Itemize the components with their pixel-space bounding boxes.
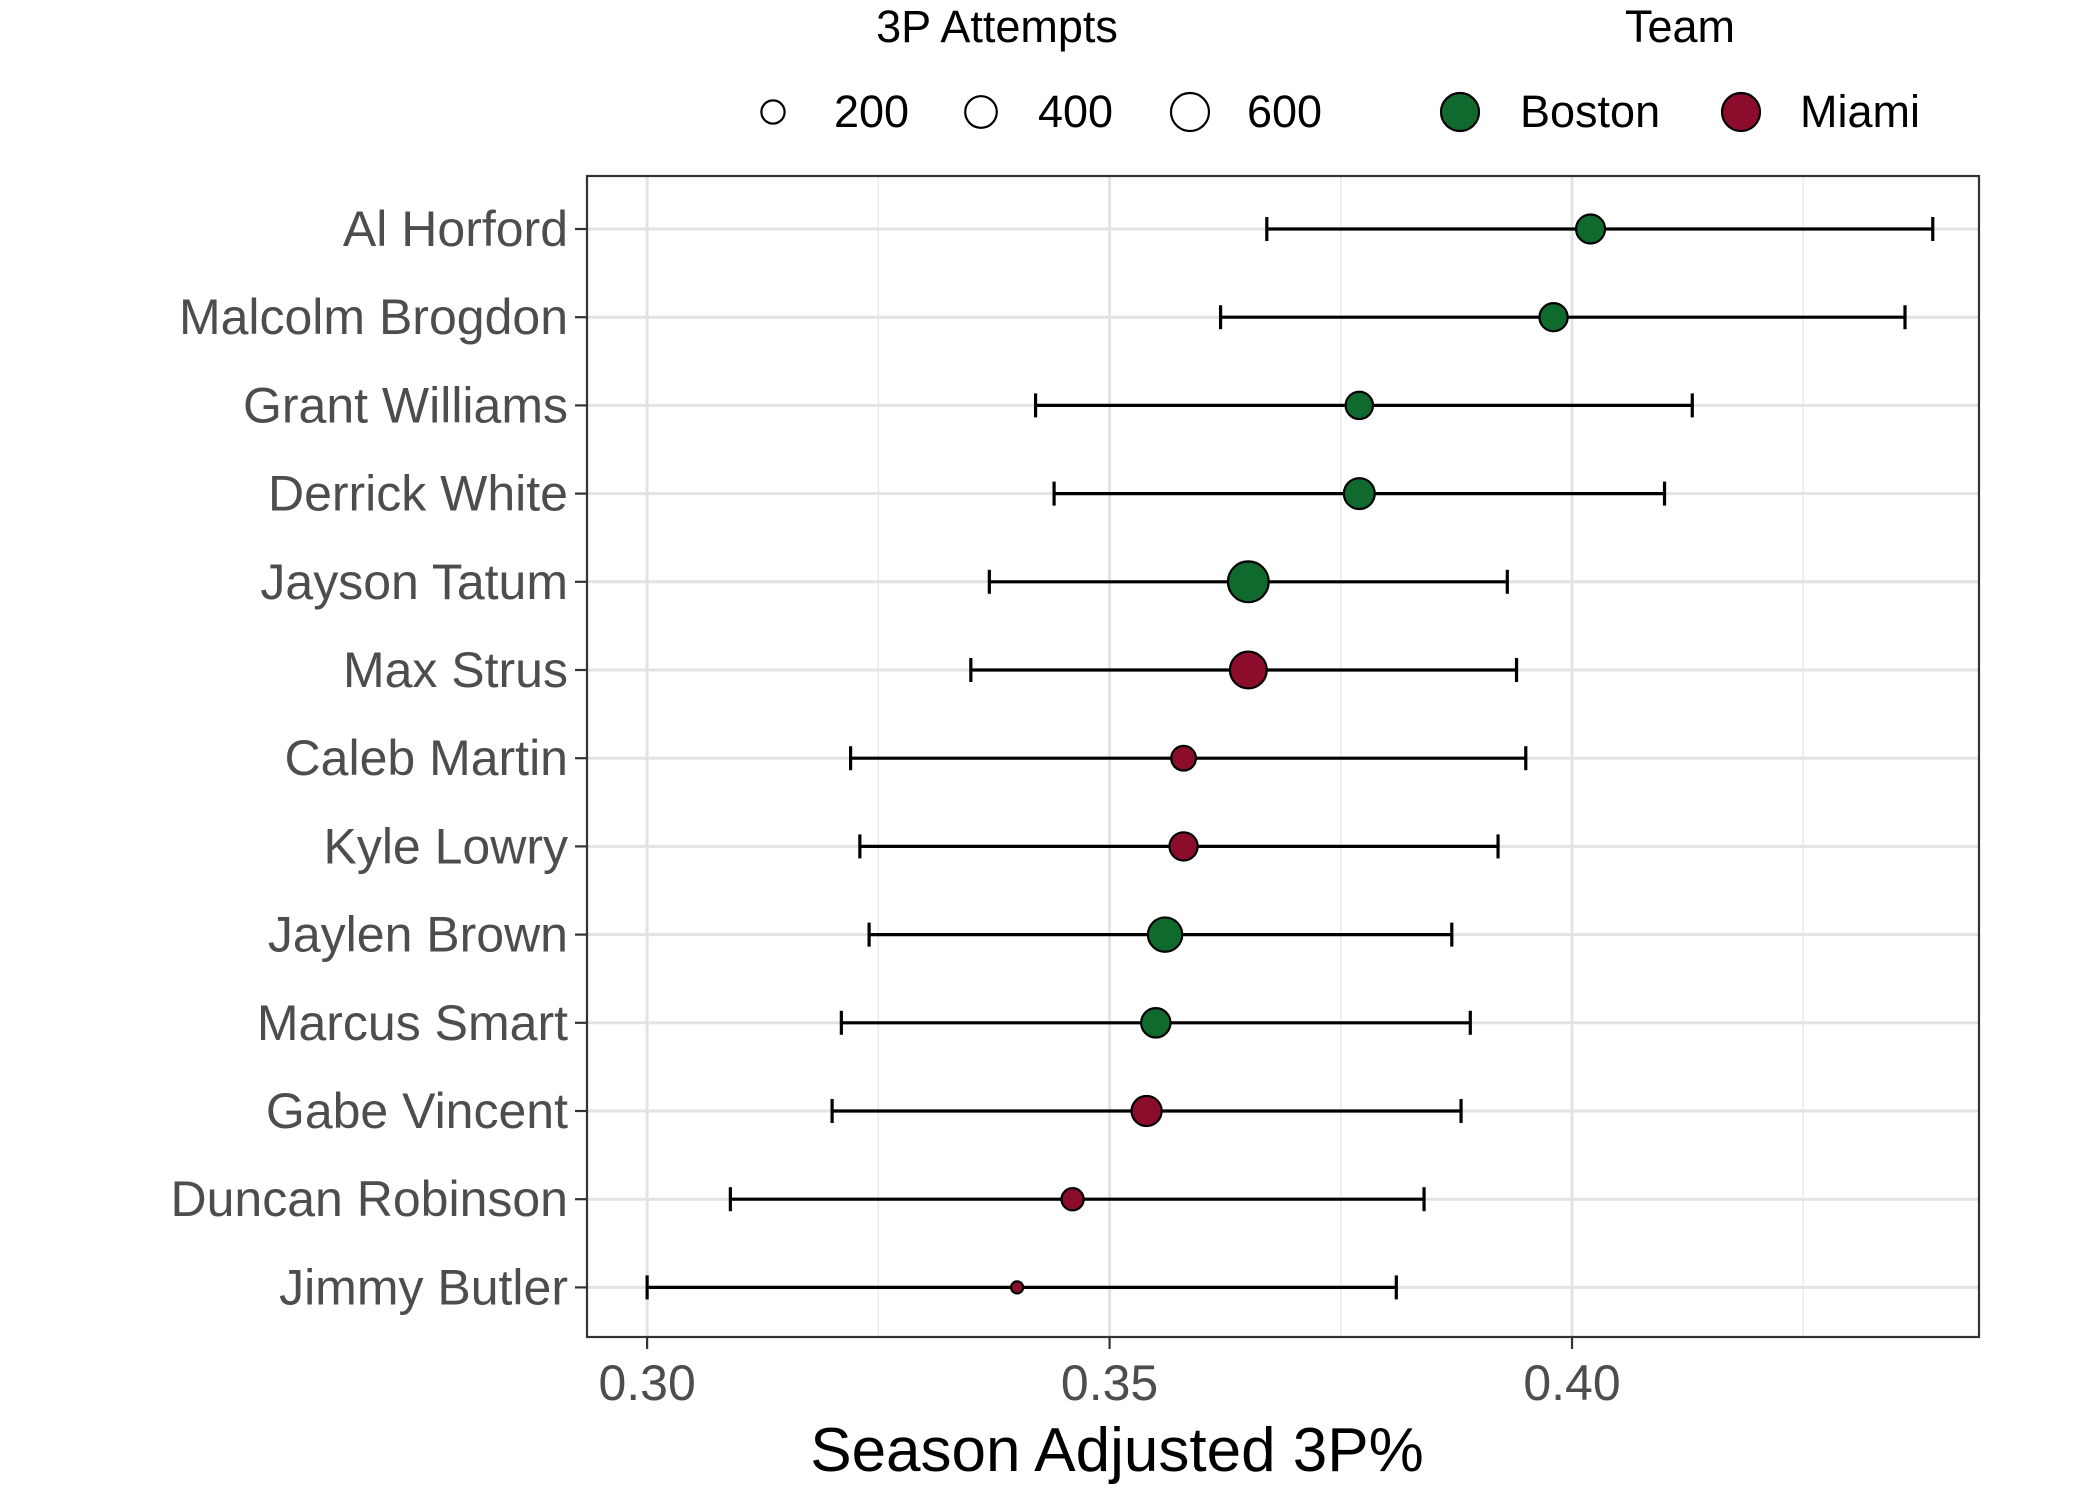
size-legend-key <box>964 95 998 129</box>
player-label: Jaylen Brown <box>268 907 568 963</box>
size-legend: 200 400 600 <box>760 86 1322 137</box>
data-point <box>1228 650 1268 690</box>
legend: 3P Attempts 200 400 600 Team Boston Miami <box>760 1 1920 137</box>
player-label: Max Strus <box>343 642 568 698</box>
player-label: Kyle Lowry <box>323 818 568 874</box>
player-label: Grant Williams <box>243 377 568 433</box>
data-point <box>1574 213 1607 245</box>
data-point <box>1342 477 1376 511</box>
panel-border <box>585 174 1981 1339</box>
color-legend-key <box>1439 91 1481 133</box>
size-legend-label: 200 <box>834 86 909 137</box>
x-axis-title: Season Adjusted 3P% <box>810 1416 1424 1485</box>
x-axis: 0.30 0.35 0.40 <box>598 1337 1621 1411</box>
player-label: Derrick White <box>268 466 568 522</box>
player-label: Caleb Martin <box>285 730 568 786</box>
data-point <box>1538 302 1569 333</box>
player-label: Gabe Vincent <box>266 1083 568 1139</box>
y-axis: Al Horford Malcolm Brogdon Grant Williams D… <box>171 201 587 1315</box>
error-bars <box>645 217 1935 1300</box>
data-point <box>1146 916 1184 953</box>
color-legend-label: Miami <box>1800 86 1920 137</box>
x-axis-tick-label: 0.35 <box>1061 1355 1158 1411</box>
player-label: Jimmy Butler <box>279 1259 568 1315</box>
size-legend-label: 600 <box>1247 86 1322 137</box>
data-point <box>1009 1280 1025 1295</box>
data-point <box>1170 744 1198 772</box>
size-legend-key <box>1169 91 1211 133</box>
player-label: Jayson Tatum <box>260 554 568 610</box>
player-label: Al Horford <box>343 201 568 257</box>
plot-area <box>585 174 1981 1339</box>
size-legend-title: 3P Attempts <box>876 1 1118 52</box>
color-legend-label: Boston <box>1520 86 1660 137</box>
color-legend-key <box>1720 91 1762 133</box>
data-point <box>1060 1187 1085 1212</box>
data-point <box>1168 831 1199 862</box>
size-legend-label: 400 <box>1038 86 1113 137</box>
data-point <box>1140 1007 1172 1039</box>
data-point <box>1344 390 1375 421</box>
data-point <box>1130 1094 1163 1128</box>
color-legend-title: Team <box>1625 1 1735 52</box>
x-axis-tick-label: 0.30 <box>598 1355 695 1411</box>
player-label: Marcus Smart <box>257 995 568 1051</box>
player-label: Malcolm Brogdon <box>179 289 568 345</box>
points <box>1009 213 1607 1295</box>
size-legend-key <box>760 99 786 125</box>
color-legend: Boston Miami <box>1439 86 1920 137</box>
data-point <box>1226 560 1270 604</box>
player-label: Duncan Robinson <box>171 1171 569 1227</box>
x-axis-tick-label: 0.40 <box>1523 1355 1620 1411</box>
